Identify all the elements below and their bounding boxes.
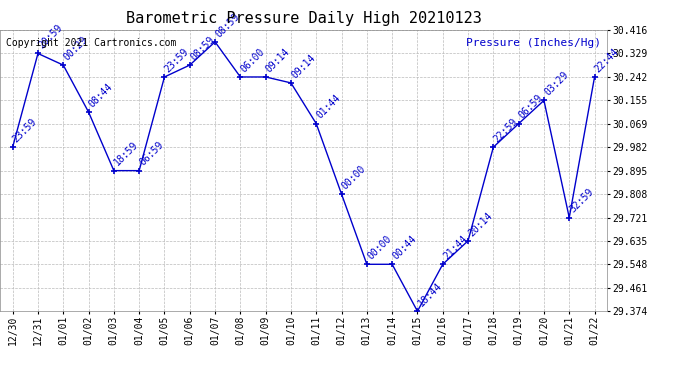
Text: 23:59: 23:59	[163, 46, 190, 74]
Text: Copyright 2021 Cartronics.com: Copyright 2021 Cartronics.com	[6, 39, 177, 48]
Text: Pressure (Inches/Hg): Pressure (Inches/Hg)	[466, 39, 601, 48]
Text: 09:14: 09:14	[289, 52, 317, 80]
Text: 18:59: 18:59	[112, 140, 140, 168]
Text: 20:59: 20:59	[37, 23, 64, 51]
Text: 08:59: 08:59	[213, 11, 242, 39]
Text: 00:29: 00:29	[61, 34, 90, 62]
Text: 00:00: 00:00	[340, 164, 368, 191]
Text: 18:44: 18:44	[416, 280, 444, 309]
Text: 01:44: 01:44	[315, 93, 342, 121]
Text: 22:59: 22:59	[492, 117, 520, 144]
Text: 32:59: 32:59	[568, 187, 595, 215]
Text: 06:00: 06:00	[239, 46, 266, 74]
Text: 06:59: 06:59	[517, 93, 545, 121]
Text: 00:00: 00:00	[365, 234, 393, 261]
Text: 06:59: 06:59	[137, 140, 166, 168]
Text: 22:44: 22:44	[593, 46, 621, 74]
Text: 08:59: 08:59	[188, 34, 216, 62]
Text: Barometric Pressure Daily High 20210123: Barometric Pressure Daily High 20210123	[126, 11, 482, 26]
Text: 09:14: 09:14	[264, 46, 292, 74]
Text: 00:44: 00:44	[391, 234, 418, 261]
Text: 03:29: 03:29	[542, 70, 570, 98]
Text: 08:44: 08:44	[87, 81, 115, 109]
Text: 21:44: 21:44	[441, 234, 469, 261]
Text: 23:59: 23:59	[11, 117, 39, 144]
Text: 20:14: 20:14	[466, 210, 494, 238]
